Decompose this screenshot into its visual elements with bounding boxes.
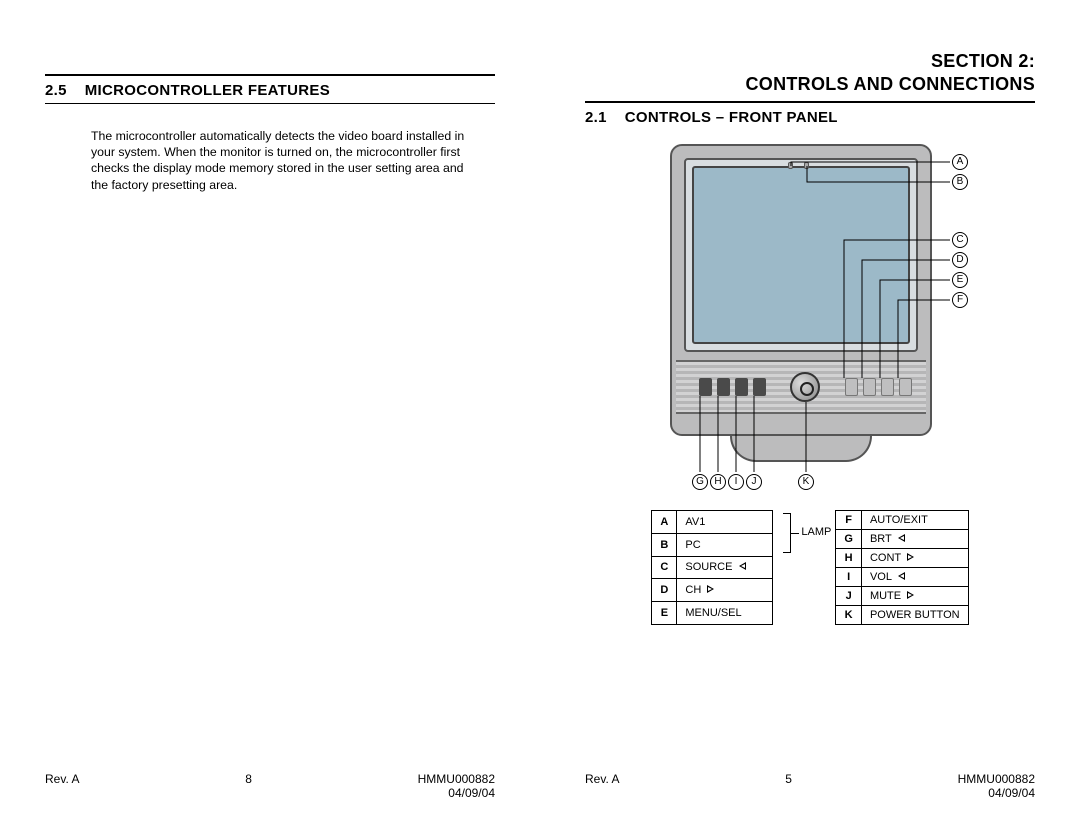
legend-value: AUTO/EXIT	[861, 511, 968, 530]
callout-f: F	[952, 292, 968, 308]
body-paragraph: The microcontroller automatically detect…	[91, 128, 471, 193]
subsection-heading: 2.5 MICROCONTROLLER FEATURES	[45, 82, 495, 99]
legend-value: AV1	[677, 511, 773, 534]
legend-row: DCH	[652, 579, 773, 602]
front-button	[717, 378, 730, 396]
front-button	[881, 378, 894, 396]
callout-e: E	[952, 272, 968, 288]
legend-key: J	[836, 587, 862, 606]
callout-i: I	[728, 474, 744, 490]
callout-k: K	[798, 474, 814, 490]
front-button	[863, 378, 876, 396]
legend-row: IVOL	[836, 568, 968, 587]
power-button-graphic	[790, 372, 820, 402]
front-button	[735, 378, 748, 396]
legend-value: VOL	[861, 568, 968, 587]
legend-row: BPC	[652, 533, 773, 556]
legend-row: CSOURCE	[652, 556, 773, 579]
legend-value: MENU/SEL	[677, 602, 773, 625]
footer-page: 5	[785, 772, 792, 786]
heading-text: CONTROLS – FRONT PANEL	[625, 109, 838, 126]
callout-j: J	[746, 474, 762, 490]
callout-d: D	[952, 252, 968, 268]
monitor-screen	[692, 166, 910, 344]
callout-a: A	[952, 154, 968, 170]
callout-b: B	[952, 174, 968, 190]
legend-row: GBRT	[836, 530, 968, 549]
rule-thin	[45, 103, 495, 104]
legend-value: CONT	[861, 549, 968, 568]
lamp-indicator	[788, 162, 793, 169]
legend-key: G	[836, 530, 862, 549]
legend-value: PC	[677, 533, 773, 556]
legend-key: F	[836, 511, 862, 530]
legend-key: K	[836, 606, 862, 625]
legend-row: EMENU/SEL	[652, 602, 773, 625]
monitor-diagram: A B C D E F G H I J K	[630, 144, 990, 504]
monitor	[670, 144, 932, 464]
legend-key: A	[652, 511, 677, 534]
subsection-heading: 2.1 CONTROLS – FRONT PANEL	[585, 109, 1035, 126]
heading-number: 2.1	[585, 109, 607, 126]
legend-row: AAV1	[652, 511, 773, 534]
legend-key: B	[652, 533, 677, 556]
footer-doc: HMMU000882	[418, 772, 495, 786]
callout-g: G	[692, 474, 708, 490]
lamp-indicator	[804, 162, 809, 169]
legend-key: D	[652, 579, 677, 602]
legend-row: HCONT	[836, 549, 968, 568]
page-footer: Rev. A 8 HMMU000882 04/09/04	[45, 772, 495, 800]
footer-rev: Rev. A	[45, 772, 79, 786]
lamp-stem	[791, 533, 799, 534]
footer-page: 8	[245, 772, 252, 786]
rule-top	[585, 101, 1035, 103]
left-page: 2.5 MICROCONTROLLER FEATURES The microco…	[0, 0, 540, 834]
legend-table-left: AAV1 BPC CSOURCE DCH EMENU/SEL	[651, 510, 773, 625]
footer-date: 04/09/04	[448, 786, 495, 800]
lamp-label: LAMP	[801, 526, 831, 538]
legend-value: BRT	[861, 530, 968, 549]
section-title: SECTION 2: CONTROLS AND CONNECTIONS	[585, 50, 1035, 95]
legend-key: C	[652, 556, 677, 579]
legend-value: POWER BUTTON	[861, 606, 968, 625]
legend-row: FAUTO/EXIT	[836, 511, 968, 530]
legend-value: CH	[677, 579, 773, 602]
legend-table-right: FAUTO/EXIT GBRT HCONT IVOL JMUTE KPOWER …	[835, 510, 968, 625]
monitor-stand	[730, 436, 872, 462]
heading-number: 2.5	[45, 82, 67, 99]
footer-doc: HMMU000882	[958, 772, 1035, 786]
footer-date: 04/09/04	[988, 786, 1035, 800]
front-button	[899, 378, 912, 396]
footer-rev: Rev. A	[585, 772, 619, 786]
front-button	[845, 378, 858, 396]
legend-row: KPOWER BUTTON	[836, 606, 968, 625]
front-button	[699, 378, 712, 396]
callout-h: H	[710, 474, 726, 490]
legend-row: JMUTE	[836, 587, 968, 606]
legend-key: H	[836, 549, 862, 568]
lamp-bracket	[783, 513, 791, 553]
legend-area: AAV1 BPC CSOURCE DCH EMENU/SEL LAMP FAUT…	[585, 510, 1035, 625]
callout-c: C	[952, 232, 968, 248]
legend-key: E	[652, 602, 677, 625]
front-button	[753, 378, 766, 396]
section-title-line1: SECTION 2:	[931, 51, 1035, 71]
section-title-line2: CONTROLS AND CONNECTIONS	[745, 74, 1035, 94]
legend-key: I	[836, 568, 862, 587]
rule-top	[45, 74, 495, 76]
right-page: SECTION 2: CONTROLS AND CONNECTIONS 2.1 …	[540, 0, 1080, 834]
legend-value: SOURCE	[677, 556, 773, 579]
page-footer: Rev. A 5 HMMU000882 04/09/04	[585, 772, 1035, 800]
heading-text: MICROCONTROLLER FEATURES	[85, 82, 330, 99]
legend-value: MUTE	[861, 587, 968, 606]
